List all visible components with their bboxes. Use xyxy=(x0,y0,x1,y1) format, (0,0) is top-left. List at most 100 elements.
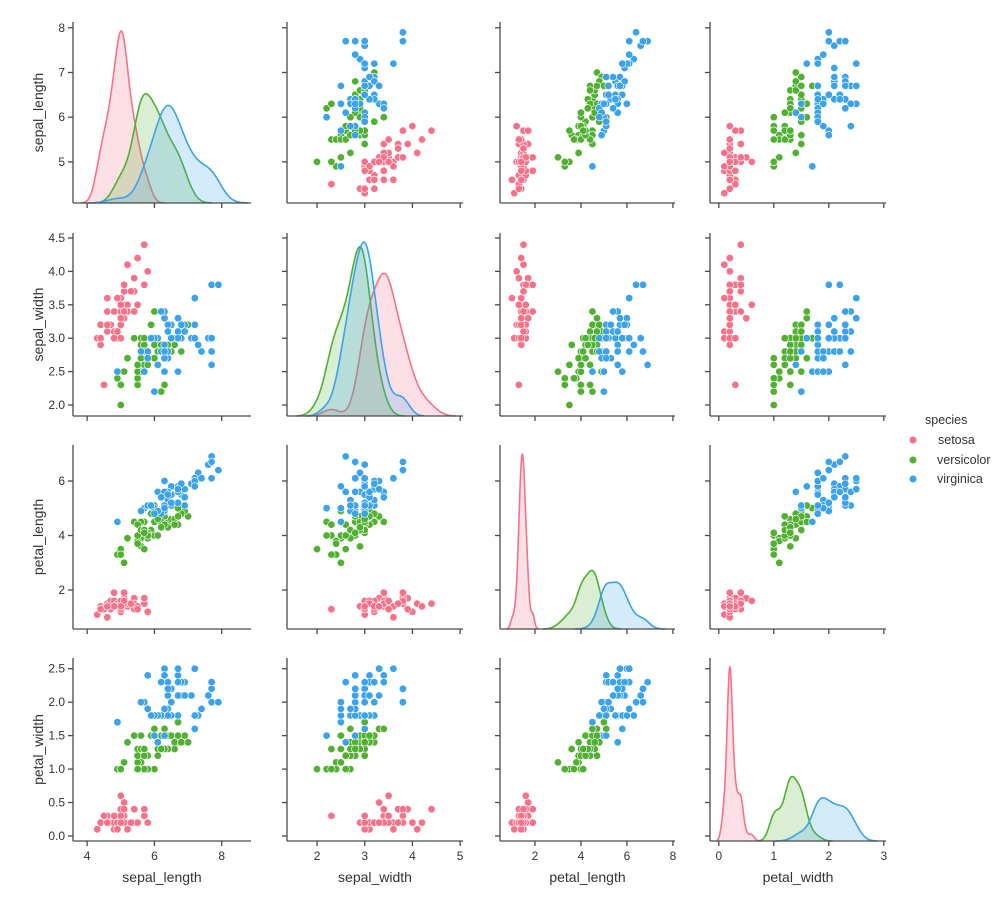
point-setosa xyxy=(528,805,537,814)
panel-petal_length-vs-petal_width xyxy=(705,445,886,634)
point-virginica xyxy=(360,59,369,68)
point-versicolor xyxy=(327,520,336,529)
point-virginica xyxy=(602,117,611,126)
point-setosa xyxy=(126,599,135,608)
point-setosa xyxy=(116,334,125,343)
point-setosa xyxy=(517,811,526,820)
point-versicolor xyxy=(565,360,574,369)
y-tick-label: 0.5 xyxy=(48,796,65,810)
point-versicolor xyxy=(351,528,360,537)
point-virginica xyxy=(351,731,360,740)
point-virginica xyxy=(813,509,822,518)
point-versicolor xyxy=(588,307,597,316)
point-versicolor xyxy=(592,731,601,740)
point-virginica xyxy=(147,501,156,510)
point-virginica xyxy=(625,664,634,673)
point-versicolor xyxy=(360,751,369,760)
point-virginica xyxy=(602,354,611,363)
point-versicolor xyxy=(170,340,179,349)
legend-label-virginica: virginica xyxy=(937,472,983,486)
point-versicolor xyxy=(150,307,159,316)
point-virginica xyxy=(197,347,206,356)
x-tick-label: 8 xyxy=(670,849,677,863)
point-virginica xyxy=(813,327,822,336)
point-setosa xyxy=(720,162,729,171)
x-tick-label: 1 xyxy=(770,849,777,863)
point-setosa xyxy=(103,294,112,303)
point-virginica xyxy=(336,162,345,171)
point-virginica xyxy=(625,704,634,713)
point-virginica xyxy=(163,320,172,329)
point-virginica xyxy=(322,113,331,122)
y-axis-label: sepal_width xyxy=(30,288,46,362)
point-virginica xyxy=(622,314,631,323)
point-setosa xyxy=(427,805,436,814)
point-versicolor xyxy=(602,724,611,733)
point-virginica xyxy=(194,340,203,349)
point-virginica xyxy=(150,387,159,396)
point-versicolor xyxy=(184,738,193,747)
point-versicolor xyxy=(586,360,595,369)
point-setosa xyxy=(110,588,119,597)
point-versicolor xyxy=(581,334,590,343)
point-versicolor xyxy=(579,744,588,753)
point-virginica xyxy=(180,327,189,336)
point-setosa xyxy=(524,798,533,807)
point-virginica xyxy=(602,327,611,336)
point-setosa xyxy=(120,280,129,289)
point-versicolor xyxy=(341,765,350,774)
point-setosa xyxy=(398,805,407,814)
point-virginica xyxy=(835,280,844,289)
point-virginica xyxy=(174,367,183,376)
point-versicolor xyxy=(116,550,125,559)
point-virginica xyxy=(174,334,183,343)
point-virginica xyxy=(824,498,833,507)
point-versicolor xyxy=(160,380,169,389)
point-setosa xyxy=(725,267,734,276)
point-virginica xyxy=(360,684,369,693)
kde-fill-setosa xyxy=(81,31,164,203)
point-versicolor xyxy=(147,320,156,329)
kde-line-virginica xyxy=(775,797,877,842)
point-setosa xyxy=(514,300,523,309)
point-virginica xyxy=(830,493,839,502)
point-virginica xyxy=(190,711,199,720)
point-virginica xyxy=(336,81,345,90)
point-setosa xyxy=(140,805,149,814)
kde-line-setosa xyxy=(506,453,539,630)
point-virginica xyxy=(797,387,806,396)
point-setosa xyxy=(384,605,393,614)
point-virginica xyxy=(841,334,850,343)
point-virginica xyxy=(351,487,360,496)
point-setosa xyxy=(103,818,112,827)
point-versicolor xyxy=(581,731,590,740)
point-virginica xyxy=(180,493,189,502)
point-setosa xyxy=(742,314,751,323)
kde-line-versicolor xyxy=(296,245,405,417)
point-versicolor xyxy=(780,334,789,343)
point-setosa xyxy=(517,825,526,834)
point-setosa xyxy=(417,135,426,144)
point-virginica xyxy=(802,334,811,343)
point-setosa xyxy=(103,613,112,622)
point-virginica xyxy=(346,704,355,713)
point-virginica xyxy=(336,504,345,513)
point-versicolor xyxy=(797,131,806,140)
point-setosa xyxy=(116,300,125,309)
point-setosa xyxy=(100,811,109,820)
point-virginica xyxy=(813,340,822,349)
panel-petal_length-vs-sepal_width xyxy=(282,445,463,634)
point-setosa xyxy=(110,602,119,611)
point-versicolor xyxy=(791,334,800,343)
point-virginica xyxy=(632,280,641,289)
point-setosa xyxy=(120,307,129,316)
point-versicolor xyxy=(569,765,578,774)
point-versicolor xyxy=(143,360,152,369)
point-versicolor xyxy=(133,374,142,383)
point-virginica xyxy=(336,704,345,713)
point-setosa xyxy=(360,166,369,175)
point-setosa xyxy=(731,334,740,343)
y-tick-label: 4.0 xyxy=(48,264,65,278)
point-setosa xyxy=(720,189,729,198)
